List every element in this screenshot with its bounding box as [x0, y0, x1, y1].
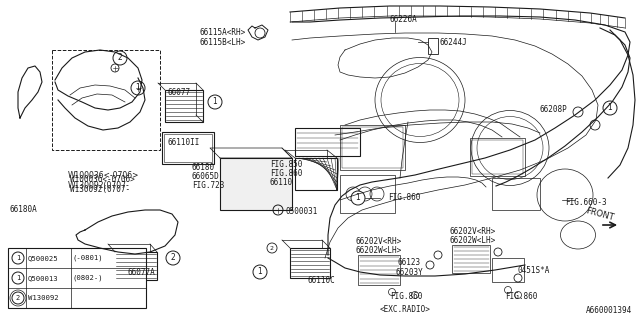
- Bar: [452, 245, 490, 273]
- Bar: [165, 90, 203, 122]
- Circle shape: [267, 243, 277, 253]
- Text: <EXC.RADIO>: <EXC.RADIO>: [380, 305, 431, 314]
- Text: 66123: 66123: [398, 258, 421, 267]
- Bar: [492, 178, 540, 210]
- Text: 0500031: 0500031: [285, 207, 317, 216]
- Text: 1: 1: [258, 268, 262, 276]
- Text: W130092: W130092: [28, 295, 59, 301]
- Text: FIG.860: FIG.860: [270, 169, 302, 178]
- Text: 66202W<LH>: 66202W<LH>: [450, 236, 496, 245]
- Text: 66065D: 66065D: [192, 172, 220, 181]
- Circle shape: [12, 292, 24, 304]
- Circle shape: [208, 95, 222, 109]
- Circle shape: [351, 191, 365, 205]
- Bar: [472, 140, 523, 174]
- Bar: [164, 134, 212, 162]
- Bar: [470, 138, 525, 176]
- Text: 66110II: 66110II: [168, 138, 200, 147]
- Text: 66077A: 66077A: [128, 268, 156, 277]
- Text: 66244J: 66244J: [440, 38, 468, 47]
- Text: 1: 1: [16, 275, 20, 281]
- Bar: [295, 158, 337, 190]
- Bar: [220, 158, 292, 210]
- Bar: [8, 248, 146, 308]
- Text: Q500025: Q500025: [28, 255, 59, 261]
- Text: 66115A<RH>: 66115A<RH>: [200, 28, 246, 37]
- Circle shape: [253, 265, 267, 279]
- Text: 2: 2: [171, 253, 175, 262]
- Text: 66202W<LH>: 66202W<LH>: [355, 246, 401, 255]
- Text: 66110C: 66110C: [308, 276, 336, 285]
- Text: 66180: 66180: [192, 163, 215, 172]
- Bar: [290, 248, 330, 278]
- Text: 66110: 66110: [270, 178, 293, 187]
- Text: A660001394: A660001394: [586, 306, 632, 315]
- Text: 1: 1: [136, 84, 140, 92]
- Text: FRONT: FRONT: [585, 206, 615, 222]
- Text: 66226A: 66226A: [390, 15, 418, 24]
- Text: FIG.850: FIG.850: [270, 160, 302, 169]
- Bar: [162, 132, 214, 164]
- Text: 66208P: 66208P: [540, 105, 568, 114]
- Text: W130092(0707-: W130092(0707-: [68, 181, 130, 190]
- Bar: [358, 255, 400, 285]
- Text: (-0801): (-0801): [73, 255, 104, 261]
- Circle shape: [12, 252, 24, 264]
- Text: 66077: 66077: [168, 88, 191, 97]
- Text: 1: 1: [356, 194, 360, 203]
- Text: FIG.723: FIG.723: [192, 181, 225, 190]
- Text: FIG.860: FIG.860: [388, 193, 420, 202]
- Bar: [492, 258, 524, 282]
- Bar: [52, 50, 160, 150]
- Text: 2: 2: [270, 245, 274, 251]
- Text: FIG.860: FIG.860: [505, 292, 538, 301]
- Text: W100036<-0706>: W100036<-0706>: [70, 175, 135, 184]
- Text: 66203Y: 66203Y: [395, 268, 423, 277]
- Bar: [115, 252, 157, 280]
- Text: 0451S*A: 0451S*A: [518, 266, 550, 275]
- Bar: [340, 175, 395, 213]
- Text: 2: 2: [16, 295, 20, 301]
- Text: FIG.660-3: FIG.660-3: [565, 198, 607, 207]
- Text: 1: 1: [212, 98, 218, 107]
- Text: Q500013: Q500013: [28, 275, 59, 281]
- Text: 1: 1: [607, 103, 612, 113]
- Circle shape: [113, 51, 127, 65]
- Circle shape: [603, 101, 617, 115]
- Text: 1: 1: [16, 255, 20, 261]
- Text: W100036<-0706>: W100036<-0706>: [68, 171, 140, 180]
- Text: W130092(0707-: W130092(0707-: [70, 185, 130, 194]
- Text: 66202V<RH>: 66202V<RH>: [355, 237, 401, 246]
- Circle shape: [131, 81, 145, 95]
- Text: 66180A: 66180A: [10, 205, 38, 214]
- Text: 2: 2: [118, 53, 122, 62]
- Text: (0802-): (0802-): [73, 275, 104, 281]
- Text: 66202V<RH>: 66202V<RH>: [450, 227, 496, 236]
- Bar: [428, 38, 438, 54]
- Bar: [340, 125, 405, 170]
- Circle shape: [12, 272, 24, 284]
- Text: FIG.860: FIG.860: [390, 292, 422, 301]
- Bar: [295, 128, 360, 156]
- Circle shape: [166, 251, 180, 265]
- Bar: [342, 127, 403, 168]
- Text: 66115B<LH>: 66115B<LH>: [200, 38, 246, 47]
